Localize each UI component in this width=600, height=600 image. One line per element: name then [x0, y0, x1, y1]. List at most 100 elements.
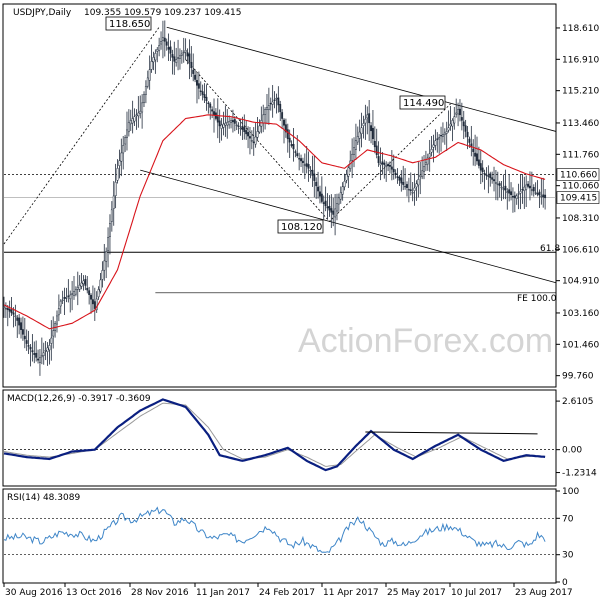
candle — [309, 166, 312, 179]
candle-body — [445, 131, 448, 134]
candle — [411, 182, 414, 202]
candle-body — [515, 195, 518, 199]
candle — [406, 181, 408, 197]
candle — [107, 227, 110, 268]
candle — [389, 161, 391, 174]
ohlc-readout: 109.355 109.579 109.237 109.415 — [84, 8, 241, 18]
candle-body — [281, 112, 284, 119]
candle-body — [74, 289, 77, 295]
candle — [173, 41, 176, 75]
candle — [8, 300, 11, 318]
rsi-panel-frame — [2, 488, 557, 584]
candle — [29, 344, 32, 367]
candle — [76, 271, 79, 306]
candle — [358, 119, 361, 152]
candle — [260, 106, 263, 134]
candle-body — [468, 138, 471, 143]
candle — [532, 184, 535, 197]
candle — [493, 166, 495, 192]
candle — [73, 275, 75, 300]
candle-body — [21, 329, 24, 335]
candle-body — [254, 136, 257, 145]
candle — [387, 162, 390, 172]
candle — [69, 290, 72, 313]
candle — [179, 48, 181, 70]
price-tick-label: 106.610 — [562, 245, 599, 255]
candle — [379, 147, 382, 181]
candle-body — [116, 168, 119, 181]
candle — [199, 81, 202, 96]
candle — [116, 159, 119, 184]
candle — [279, 100, 282, 122]
candle-body — [199, 90, 202, 92]
candle-body — [511, 196, 514, 198]
annotations: 118.650 108.120 114.490 61.8 FE 100.0 110.660… — [105, 16, 600, 304]
candle-body — [400, 177, 403, 184]
candle — [343, 173, 346, 191]
candle — [521, 173, 524, 204]
candle — [16, 315, 19, 338]
candle — [483, 169, 486, 190]
candle — [515, 193, 518, 205]
candle-body — [188, 53, 191, 63]
candle — [61, 290, 64, 305]
candle — [504, 169, 507, 200]
candle — [511, 187, 514, 213]
candle — [457, 102, 460, 127]
candle — [426, 153, 429, 171]
candle-body — [288, 137, 291, 143]
candle — [112, 181, 115, 226]
candle-body — [305, 163, 308, 167]
candle — [502, 174, 505, 200]
candle-body — [337, 197, 340, 205]
candle — [451, 118, 454, 142]
candle — [303, 153, 306, 179]
candle-body — [419, 174, 422, 178]
dashed-trend-up — [3, 26, 160, 245]
candle — [392, 154, 395, 180]
candle-body — [205, 96, 208, 101]
candle — [474, 134, 477, 167]
candle — [224, 105, 227, 137]
candle-body — [496, 183, 499, 186]
candle-body — [404, 185, 407, 188]
candle-body — [16, 317, 19, 321]
candle — [86, 276, 89, 294]
candle — [305, 145, 308, 174]
candle-body — [192, 69, 195, 74]
candle-body — [180, 53, 183, 56]
candle-body — [266, 107, 268, 110]
candle-body — [349, 160, 352, 169]
candle-body — [158, 45, 161, 51]
candle-body — [487, 175, 490, 177]
candle-body — [362, 123, 365, 126]
candle-body — [472, 148, 475, 152]
candle-body — [417, 179, 420, 186]
candle-body — [243, 127, 246, 132]
candle-body — [317, 186, 320, 192]
candle — [301, 157, 304, 173]
candle-body — [271, 101, 274, 105]
price-tick-label: 104.910 — [562, 277, 599, 287]
low-label-box — [277, 219, 324, 234]
candle — [334, 193, 337, 236]
candle — [249, 126, 251, 155]
candle — [267, 87, 270, 125]
candle-body — [455, 112, 458, 115]
candle-body — [398, 176, 401, 181]
candle-body — [544, 194, 547, 199]
candle-body — [135, 114, 138, 117]
candle — [12, 307, 15, 328]
candle-body — [315, 181, 318, 187]
candle — [472, 139, 475, 166]
candle — [127, 109, 130, 137]
candle — [498, 181, 501, 198]
low-label: 108.120 — [281, 222, 322, 233]
candle — [510, 182, 513, 201]
candle — [188, 39, 191, 80]
candle-body — [428, 153, 431, 158]
candle-body — [182, 51, 185, 54]
candle-body — [148, 69, 151, 81]
candle — [409, 172, 412, 196]
